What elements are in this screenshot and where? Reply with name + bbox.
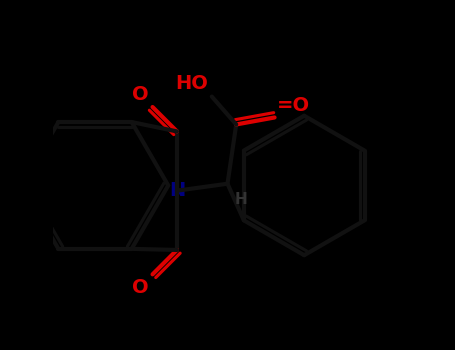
- Text: =O: =O: [278, 96, 310, 115]
- Text: O: O: [132, 85, 149, 104]
- Text: HO: HO: [176, 74, 208, 93]
- Text: N: N: [169, 181, 185, 200]
- Text: H: H: [234, 193, 247, 208]
- Text: O: O: [132, 278, 149, 297]
